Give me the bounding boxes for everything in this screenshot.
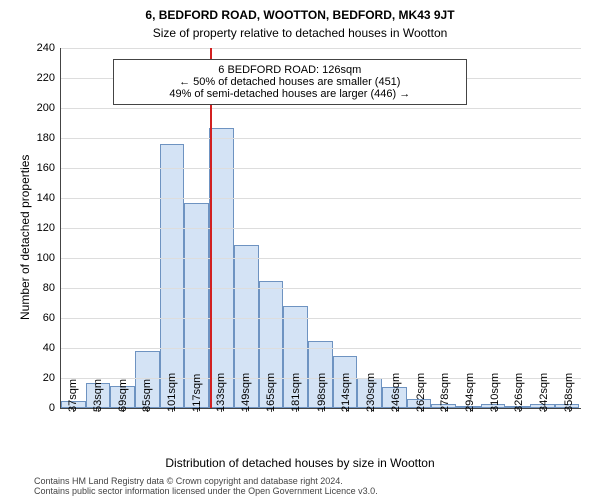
- ytick-label: 240: [37, 42, 61, 54]
- title-main: 6, BEDFORD ROAD, WOOTTON, BEDFORD, MK43 …: [0, 8, 600, 22]
- ytick-label: 80: [43, 282, 61, 294]
- footer-line: Contains public sector information licen…: [34, 486, 378, 496]
- xtick-label: 101sqm: [166, 373, 178, 412]
- grid-line: [61, 288, 581, 289]
- bar: [160, 144, 185, 408]
- ytick-label: 200: [37, 102, 61, 114]
- ytick-label: 0: [49, 402, 61, 414]
- xtick-label: 53sqm: [92, 379, 104, 412]
- xtick-label: 37sqm: [67, 379, 79, 412]
- ytick-label: 160: [37, 162, 61, 174]
- ytick-label: 100: [37, 252, 61, 264]
- info-box-line: ← 50% of detached houses are smaller (45…: [122, 76, 458, 88]
- ytick-label: 120: [37, 222, 61, 234]
- title-sub: Size of property relative to detached ho…: [0, 26, 600, 40]
- grid-line: [61, 348, 581, 349]
- ytick-label: 40: [43, 342, 61, 354]
- xtick-label: 262sqm: [415, 373, 427, 412]
- info-box-line: 6 BEDFORD ROAD: 126sqm: [122, 64, 458, 76]
- bar: [209, 128, 234, 409]
- xtick-label: 294sqm: [464, 373, 476, 412]
- ytick-label: 180: [37, 132, 61, 144]
- grid-line: [61, 228, 581, 229]
- xtick-label: 181sqm: [290, 373, 302, 412]
- xtick-label: 198sqm: [316, 373, 328, 412]
- xtick-label: 214sqm: [340, 373, 352, 412]
- grid-line: [61, 138, 581, 139]
- xtick-label: 133sqm: [215, 373, 227, 412]
- xtick-label: 246sqm: [390, 373, 402, 412]
- ytick-label: 220: [37, 72, 61, 84]
- xtick-label: 149sqm: [240, 373, 252, 412]
- xtick-label: 117sqm: [191, 374, 203, 412]
- grid-line: [61, 318, 581, 319]
- ytick-label: 140: [37, 192, 61, 204]
- footer: Contains HM Land Registry data © Crown c…: [34, 476, 378, 496]
- chart-container: 6, BEDFORD ROAD, WOOTTON, BEDFORD, MK43 …: [0, 0, 600, 500]
- xtick-label: 310sqm: [489, 373, 501, 412]
- y-axis-label: Number of detached properties: [18, 155, 32, 320]
- x-axis-label: Distribution of detached houses by size …: [0, 456, 600, 470]
- footer-line: Contains HM Land Registry data © Crown c…: [34, 476, 378, 486]
- xtick-label: 326sqm: [513, 373, 525, 412]
- xtick-label: 342sqm: [538, 373, 550, 412]
- grid-line: [61, 168, 581, 169]
- xtick-label: 278sqm: [439, 373, 451, 412]
- grid-line: [61, 48, 581, 49]
- xtick-label: 69sqm: [117, 379, 129, 412]
- grid-line: [61, 108, 581, 109]
- xtick-label: 85sqm: [141, 379, 153, 412]
- grid-line: [61, 198, 581, 199]
- ytick-label: 20: [43, 372, 61, 384]
- info-box: 6 BEDFORD ROAD: 126sqm← 50% of detached …: [113, 59, 467, 105]
- ytick-label: 60: [43, 312, 61, 324]
- xtick-label: 358sqm: [563, 373, 575, 412]
- xtick-label: 165sqm: [265, 373, 277, 412]
- info-box-line: 49% of semi-detached houses are larger (…: [122, 88, 458, 100]
- xtick-label: 230sqm: [365, 373, 377, 412]
- plot-area: 020406080100120140160180200220240 37sqm5…: [60, 48, 581, 409]
- grid-line: [61, 258, 581, 259]
